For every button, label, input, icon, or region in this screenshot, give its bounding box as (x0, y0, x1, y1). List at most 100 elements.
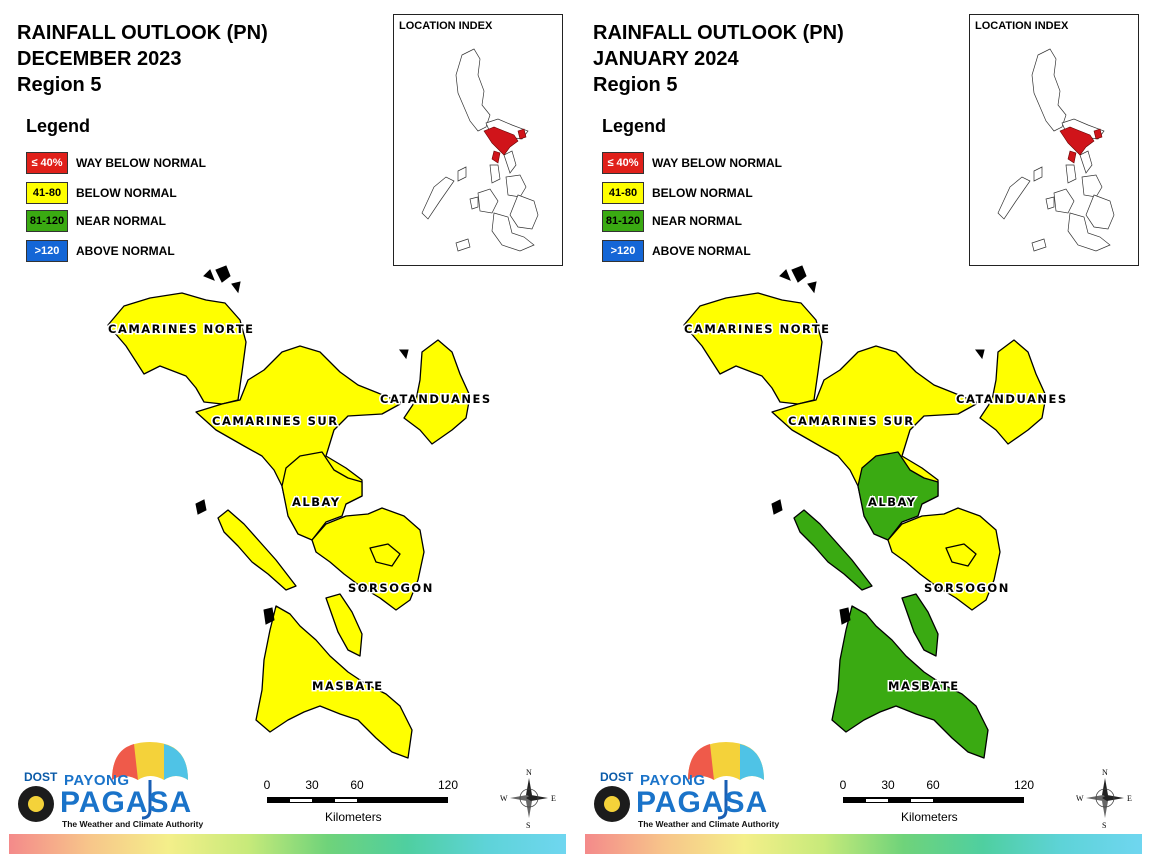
legend-label: WAY BELOW NORMAL (76, 156, 207, 170)
logo-pagasa: PAGASA (60, 786, 193, 819)
label-camarines-sur: CAMARINES SUR (212, 414, 339, 428)
legend-label: BELOW NORMAL (76, 186, 177, 200)
province-catanduanes (979, 339, 1047, 445)
legend-item-above-normal: >120 ABOVE NORMAL (26, 239, 175, 263)
province-masbate (325, 593, 363, 657)
north-arrow-compass: N E S W (500, 766, 558, 830)
compass-s: S (1102, 821, 1106, 830)
payong-pagasa-logo: DOST PAYONG PAGASA The Weather and Clima… (16, 740, 206, 832)
legend-item-way-below-normal: ≤ 40% WAY BELOW NORMAL (602, 151, 782, 175)
scale-bar-graphic (267, 797, 448, 803)
legend-swatch: 41-80 (602, 182, 644, 204)
legend-swatch: ≤ 40% (26, 152, 68, 174)
scale-tick: 0 (263, 778, 271, 792)
legend-swatch: >120 (602, 240, 644, 262)
scale-bar: 0 30 60 120 Kilometers (258, 778, 478, 828)
compass-rose-icon: N E S W (500, 768, 556, 830)
title-line-2: JANUARY 2024 (593, 48, 739, 70)
legend-label: ABOVE NORMAL (652, 244, 751, 258)
legend-swatch: 81-120 (26, 210, 68, 232)
map-panel-january: RAINFALL OUTLOOK (PN) JANUARY 2024 Regio… (576, 0, 1152, 864)
legend-item-above-normal: >120 ABOVE NORMAL (602, 239, 751, 263)
legend-swatch: >120 (26, 240, 68, 262)
payong-pagasa-logo: DOST PAYONG PAGASA The Weather and Clima… (592, 740, 782, 832)
province-masbate (793, 509, 873, 591)
scale-tick: 30 (305, 778, 319, 792)
province-camarines-norte (107, 292, 247, 405)
label-albay: ALBAY (868, 495, 917, 509)
label-masbate: MASBATE (312, 679, 384, 693)
legend-label: NEAR NORMAL (76, 214, 166, 228)
scale-tick: 0 (839, 778, 847, 792)
logo-dost: DOST (24, 770, 58, 784)
province-camarines-sur (771, 345, 979, 521)
legend-swatch: 41-80 (26, 182, 68, 204)
province-sorsogon (311, 507, 425, 611)
region-5-province-map: CAMARINES NORTE CAMARINES SUR CATANDUANE… (683, 265, 1068, 759)
region-5-province-map: CAMARINES NORTE CAMARINES SUR CATANDUANE… (107, 265, 492, 759)
label-catanduanes: CATANDUANES (380, 392, 492, 406)
legend-label: ABOVE NORMAL (76, 244, 175, 258)
legend-swatch: 81-120 (602, 210, 644, 232)
province-albay (281, 451, 363, 541)
label-camarines-norte: CAMARINES NORTE (108, 322, 255, 336)
legend-item-way-below-normal: ≤ 40% WAY BELOW NORMAL (26, 151, 206, 175)
compass-rose-icon: N E S W (1076, 768, 1132, 830)
compass-w: W (500, 794, 508, 803)
compass-w: W (1076, 794, 1084, 803)
color-gradient-bar (585, 834, 1142, 854)
scale-unit: Kilometers (325, 810, 382, 824)
province-albay (857, 451, 939, 541)
legend-label: BELOW NORMAL (652, 186, 753, 200)
legend-label: NEAR NORMAL (652, 214, 742, 228)
label-camarines-sur: CAMARINES SUR (788, 414, 915, 428)
legend-label: WAY BELOW NORMAL (652, 156, 783, 170)
philippines-outline-map (997, 48, 1115, 252)
umbrella-icon (594, 742, 764, 822)
province-sorsogon (887, 507, 1001, 611)
province-catanduanes (403, 339, 471, 445)
compass-e: E (551, 794, 556, 803)
scale-tick: 120 (437, 778, 459, 792)
scale-tick: 30 (881, 778, 895, 792)
logo-pagasa: PAGASA (636, 786, 769, 819)
legend-title: Legend (26, 116, 91, 136)
panel-title: RAINFALL OUTLOOK (PN) DECEMBER 2023 Regi… (17, 20, 268, 98)
scale-tick: 60 (350, 778, 364, 792)
umbrella-icon (18, 742, 188, 822)
compass-n: N (526, 768, 532, 777)
label-sorsogon: SORSOGON (924, 581, 1010, 595)
label-catanduanes: CATANDUANES (956, 392, 1068, 406)
north-arrow-compass: N E S W (1076, 766, 1134, 830)
province-masbate (901, 593, 939, 657)
legend-title: Legend (602, 116, 667, 136)
province-masbate (217, 509, 297, 591)
title-line-1: RAINFALL OUTLOOK (PN) (17, 22, 268, 44)
province-camarines-norte (683, 292, 823, 405)
logo-tagline: The Weather and Climate Authority (638, 819, 780, 829)
title-line-2: DECEMBER 2023 (17, 48, 182, 70)
location-index-inset: LOCATION INDEX (969, 14, 1139, 266)
compass-e: E (1127, 794, 1132, 803)
label-sorsogon: SORSOGON (348, 581, 434, 595)
province-masbate (831, 605, 989, 759)
title-line-1: RAINFALL OUTLOOK (PN) (593, 22, 844, 44)
logo-tagline: The Weather and Climate Authority (62, 819, 204, 829)
legend-swatch: ≤ 40% (602, 152, 644, 174)
compass-n: N (1102, 768, 1108, 777)
label-masbate: MASBATE (888, 679, 960, 693)
philippines-outline-map (421, 48, 539, 252)
inset-title: LOCATION INDEX (975, 20, 1069, 32)
legend-item-near-normal: 81-120 NEAR NORMAL (26, 209, 166, 233)
label-albay: ALBAY (292, 495, 341, 509)
region-5-highlight (1059, 126, 1103, 164)
location-index-inset: LOCATION INDEX (393, 14, 563, 266)
legend-item-below-normal: 41-80 BELOW NORMAL (26, 181, 177, 205)
logo-dost: DOST (600, 770, 634, 784)
scale-unit: Kilometers (901, 810, 958, 824)
province-masbate (255, 605, 413, 759)
title-line-3: Region 5 (17, 74, 102, 96)
legend-item-near-normal: 81-120 NEAR NORMAL (602, 209, 742, 233)
compass-s: S (526, 821, 530, 830)
scale-tick: 60 (926, 778, 940, 792)
